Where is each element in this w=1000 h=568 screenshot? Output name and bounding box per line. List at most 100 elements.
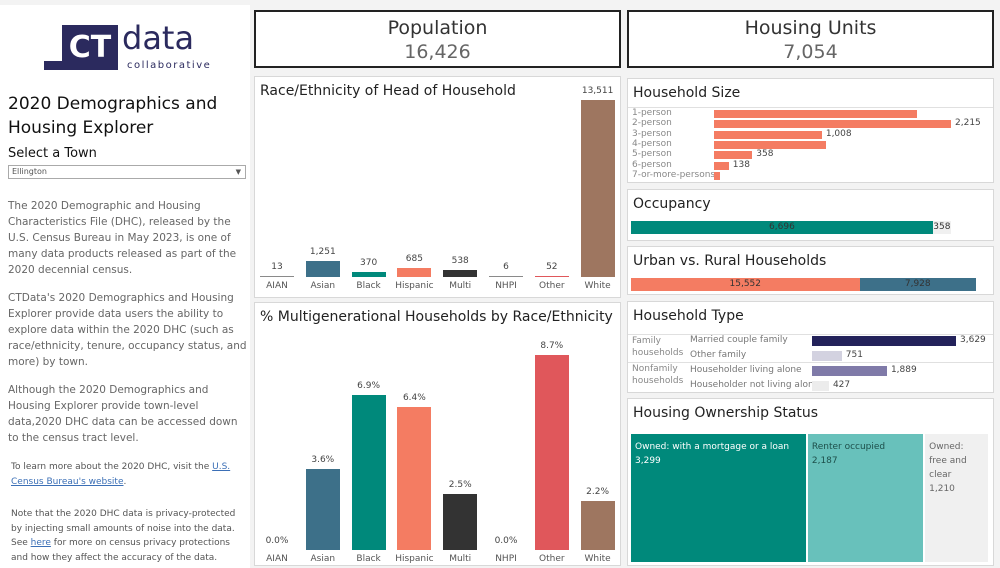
town-select-value: Ellington	[12, 167, 47, 176]
data-label: 15,552	[729, 279, 762, 289]
data-label: 538	[451, 255, 469, 266]
tick-label: 4-person	[632, 138, 672, 149]
data-label: 0.0%	[494, 536, 518, 546]
kpi-label: Population	[387, 17, 488, 39]
data-label: 52	[546, 262, 558, 272]
tile-value: 2,187	[811, 456, 838, 466]
bar-1-person	[714, 110, 917, 118]
housing-units-kpi: Housing Units 7,054	[627, 10, 994, 68]
data-label: 8.7%	[540, 341, 564, 351]
data-label: 6.9%	[357, 381, 381, 392]
data-label: 13	[271, 262, 283, 272]
privacy-note: Note that the 2020 DHC data is privacy-p…	[11, 509, 236, 563]
tick-label: Other	[539, 281, 565, 291]
chart-title: Housing Ownership Status	[633, 405, 819, 421]
ctdata-logo: CT data collaborative	[44, 19, 214, 75]
treemap-tile: Owned: with a mortgage or a loan 3,299	[631, 434, 806, 562]
tick-label: 6-person	[632, 159, 672, 170]
tick-label: 7-or-more-persons	[632, 169, 716, 180]
tick-label: 1-person	[632, 108, 672, 118]
data-label: 2,215	[955, 118, 981, 129]
bar-2-person	[714, 120, 951, 129]
household-type-chart: Household Type Family households Nonfamily…	[627, 301, 994, 393]
tile-value: 3,299	[635, 456, 661, 466]
category-label: Married couple family	[690, 335, 788, 345]
bar-asian	[305, 260, 340, 277]
category-label: Householder not living alone	[690, 379, 820, 390]
treemap-tile: Renter occupied 2,187	[807, 434, 924, 562]
tile-label: Owned: with a mortgage or a loan	[635, 442, 790, 452]
tick-label: Other	[539, 554, 565, 564]
chart-title: Occupancy	[633, 196, 711, 212]
chart-title: Household Size	[633, 85, 741, 101]
tile-value: 1,210	[929, 484, 955, 494]
data-label: 7,928	[904, 279, 931, 289]
data-label: 685	[405, 254, 423, 265]
intro-paragraph: The 2020 Demographic and Housing Charact…	[8, 200, 237, 276]
sidebar: CT data collaborative 2020 Demographics …	[0, 5, 250, 568]
data-label: 1,889	[890, 365, 917, 375]
data-label: 358	[756, 149, 774, 160]
bar-asian	[305, 469, 340, 550]
tick-label: Black	[356, 554, 381, 564]
bar-6-person	[714, 161, 729, 170]
learn-more-text: To learn more about the 2020 DHC, visit …	[11, 462, 231, 487]
group-label: Nonfamily households	[632, 364, 684, 386]
bar-other	[534, 355, 569, 550]
data-label: 6.4%	[402, 392, 426, 403]
tick-label: 5-person	[632, 149, 672, 160]
multigenerational-chart: % Multigenerational Households by Race/E…	[254, 302, 621, 566]
data-label: 3,629	[960, 335, 986, 345]
tick-label: 2-person	[632, 118, 672, 129]
bar-white	[580, 100, 615, 277]
kpi-value: 16,426	[404, 41, 471, 63]
data-label: 13,511	[581, 86, 614, 96]
bar	[812, 350, 842, 361]
ownership-chart: Housing Ownership Status Owned: with a mo…	[627, 398, 994, 566]
page-title: 2020 Demographics and Housing Explorer	[8, 94, 218, 138]
tile-label: Owned: free and clear	[929, 442, 967, 480]
census-website-link[interactable]: U.S. Census Bureau's website	[11, 462, 231, 487]
tick-label: Black	[356, 281, 381, 291]
tile-label: Renter occupied	[811, 442, 886, 452]
bar-4-person	[714, 140, 827, 149]
category-label: Householder living alone	[690, 365, 802, 375]
data-label: 370	[360, 258, 378, 269]
data-label: 3.6%	[311, 455, 335, 466]
segment: 358	[932, 221, 951, 234]
bar-multi	[443, 493, 478, 550]
kpi-value: 7,054	[783, 41, 838, 63]
tick-label: Hispanic	[395, 554, 434, 564]
privacy-here-link[interactable]: here	[30, 538, 51, 548]
data-label: 6,696	[769, 222, 795, 232]
household-size-chart: Household Size 1-person 2-person 2,215 3-per…	[627, 78, 994, 183]
data-label: 6	[503, 262, 509, 272]
chevron-down-icon: ▼	[235, 168, 241, 176]
bar-aian	[260, 276, 294, 277]
urban-rural-chart: Urban vs. Rural Households 15,552 7,928	[627, 246, 994, 295]
segment: 6,696	[631, 221, 933, 234]
data-label: 2.2%	[586, 486, 610, 497]
tick-label: Asian	[310, 554, 336, 564]
chart-title: Urban vs. Rural Households	[633, 253, 827, 269]
data-label: 1,008	[825, 128, 852, 139]
data-label: 751	[845, 349, 863, 360]
bar-other	[534, 276, 569, 277]
kpi-label: Housing Units	[744, 17, 877, 39]
bar	[812, 366, 887, 376]
tick-label: NHPI	[495, 554, 517, 564]
town-select[interactable]: Ellington ▼	[8, 165, 246, 179]
bar-black	[351, 395, 386, 550]
segment: 7,928	[859, 278, 976, 291]
tract-paragraph: Although the 2020 Demographics and Housi…	[8, 384, 238, 444]
tick-label: Multi	[449, 281, 472, 291]
chart-title: % Multigenerational Households by Race/E…	[260, 309, 613, 325]
treemap-tile: Owned: free and clear 1,210	[925, 434, 988, 562]
bar	[812, 380, 829, 391]
tick-label: NHPI	[495, 281, 517, 291]
group-label: Family households	[632, 336, 684, 358]
explorer-paragraph: CTData's 2020 Demographics and Housing E…	[8, 292, 247, 368]
bar-hispanic	[397, 268, 432, 277]
chart-title: Household Type	[633, 308, 744, 324]
tick-label: AIAN	[266, 281, 288, 291]
